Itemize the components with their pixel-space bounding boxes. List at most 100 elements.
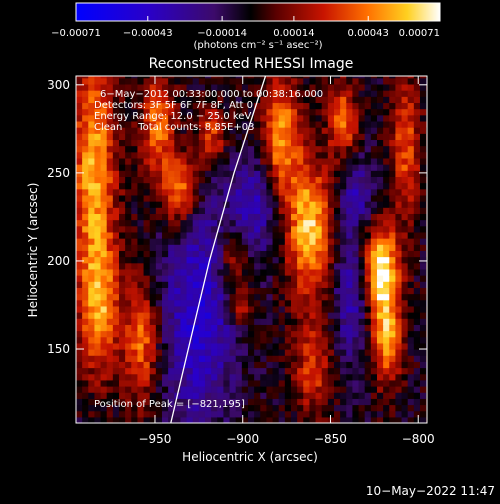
heatmap-cell <box>389 145 397 153</box>
heatmap-cell <box>180 392 188 399</box>
heatmap-cell <box>352 293 360 301</box>
heatmap-cell <box>162 268 169 276</box>
heatmap-cell <box>235 268 243 276</box>
heatmap-cell <box>254 287 261 295</box>
heatmap-cell <box>235 76 243 79</box>
heatmap-cell <box>149 157 157 165</box>
heatmap-cell <box>192 281 200 288</box>
heatmap-cell <box>149 102 157 110</box>
heatmap-cell <box>76 305 83 313</box>
heatmap-cell <box>143 219 151 227</box>
heatmap-cell <box>254 299 261 307</box>
heatmap-cell <box>229 355 237 362</box>
heatmap-cell <box>192 256 200 264</box>
heatmap-cell <box>419 342 427 350</box>
heatmap-cell <box>340 76 347 79</box>
heatmap-cell <box>180 120 188 128</box>
heatmap-cell <box>266 77 274 85</box>
heatmap-cell <box>260 139 268 147</box>
heatmap-cell <box>192 77 200 85</box>
heatmap-cell <box>407 244 415 251</box>
heatmap-cell <box>119 114 126 122</box>
heatmap-cell <box>278 373 286 381</box>
heatmap-cell <box>340 373 347 381</box>
heatmap-cell <box>174 231 182 239</box>
heatmap-cell <box>229 336 237 344</box>
heatmap-cell <box>229 250 237 258</box>
colorbar-tick-label: 0.00071 <box>399 28 440 39</box>
heatmap-cell <box>340 219 347 227</box>
heatmap-cell <box>112 398 120 406</box>
heatmap-cell <box>204 373 212 381</box>
heatmap-cell <box>119 392 126 399</box>
heatmap-cell <box>131 293 139 301</box>
heatmap-cell <box>352 305 360 313</box>
heatmap-cell <box>364 268 372 276</box>
heatmap-cell <box>389 120 397 128</box>
heatmap-cell <box>155 342 163 350</box>
heatmap-cell <box>88 361 96 369</box>
heatmap-cell <box>162 324 169 332</box>
heatmap-cell <box>419 392 427 399</box>
heatmap-cell <box>333 386 341 393</box>
heatmap-cell <box>143 305 151 313</box>
heatmap-cell <box>315 164 323 171</box>
heatmap-cell <box>217 120 225 128</box>
heatmap-cell <box>364 108 372 116</box>
heatmap-cell <box>401 83 409 91</box>
heatmap-cell <box>315 299 323 307</box>
heatmap-cell <box>229 386 237 393</box>
heatmap-cell <box>303 318 311 325</box>
heatmap-cell <box>143 355 151 362</box>
heatmap-cell <box>125 225 132 233</box>
heatmap-cell <box>407 342 415 350</box>
heatmap-cell <box>168 188 175 196</box>
heatmap-cell <box>340 102 347 110</box>
heatmap-cell <box>217 108 225 116</box>
heatmap-cell <box>352 114 360 122</box>
heatmap-cell <box>180 157 188 165</box>
heatmap-cell <box>217 201 225 208</box>
heatmap-cell <box>376 349 384 356</box>
heatmap-cell <box>217 238 225 245</box>
heatmap-cell <box>143 293 151 301</box>
heatmap-cell <box>82 102 89 110</box>
heatmap-cell <box>315 225 323 233</box>
heatmap-cell <box>131 262 139 270</box>
heatmap-cell <box>247 287 255 295</box>
heatmap-cell <box>401 201 409 208</box>
heatmap-cell <box>229 151 237 159</box>
heatmap-cell <box>125 392 132 399</box>
heatmap-cell <box>204 194 212 202</box>
heatmap-cell <box>266 330 274 338</box>
heatmap-cell <box>143 194 151 202</box>
heatmap-cell <box>112 96 120 104</box>
heatmap-cell <box>278 157 286 165</box>
heatmap-cell <box>297 213 304 221</box>
heatmap-cell <box>309 194 317 202</box>
heatmap-cell <box>180 170 188 177</box>
heatmap-cell <box>247 275 255 282</box>
heatmap-cell <box>223 133 231 141</box>
heatmap-cell <box>389 238 397 245</box>
heatmap-cell <box>401 262 409 270</box>
heatmap-cell <box>94 312 102 319</box>
heatmap-cell <box>358 379 366 387</box>
heatmap-cell <box>186 367 194 375</box>
heatmap-cell <box>254 76 261 79</box>
heatmap-cell <box>192 76 200 79</box>
heatmap-cell <box>100 361 108 369</box>
heatmap-cell <box>137 76 145 79</box>
heatmap-cell <box>94 151 102 159</box>
heatmap-cell <box>376 293 384 301</box>
heatmap-cell <box>290 275 298 282</box>
heatmap-cell <box>235 275 243 282</box>
heatmap-cell <box>376 201 384 208</box>
heatmap-cell <box>395 83 403 91</box>
heatmap-cell <box>272 287 280 295</box>
heatmap-cell <box>162 114 169 122</box>
heatmap-cell <box>100 312 108 319</box>
heatmap-cell <box>217 336 225 344</box>
heatmap-cell <box>303 90 311 97</box>
heatmap-cell <box>211 207 218 214</box>
